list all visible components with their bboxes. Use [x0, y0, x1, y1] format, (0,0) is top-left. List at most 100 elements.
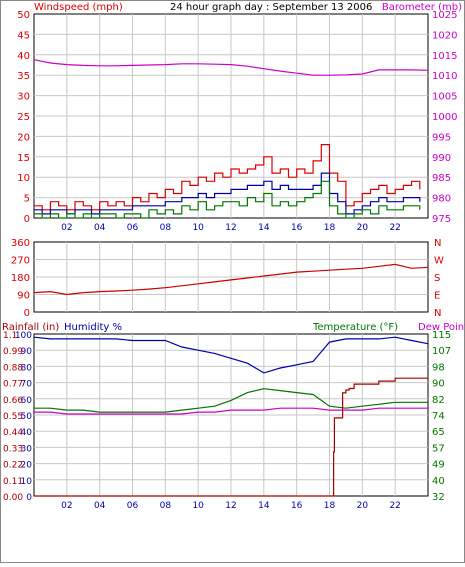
dewpoint-series [34, 407, 428, 415]
direction-tick-270: 270 [11, 256, 30, 267]
rainfall-tick-5: 0.55 [3, 412, 23, 422]
temperature-tick-98: 98 [432, 362, 445, 373]
windspeed-tick-50: 50 [17, 10, 30, 21]
rainfall-series [34, 377, 428, 497]
rain-panel-xtick-08: 08 [160, 501, 172, 511]
barometer-tick-985: 985 [432, 173, 451, 184]
windspeed-tick-0: 0 [24, 214, 30, 225]
windspeed-tick-15: 15 [17, 153, 30, 164]
windspeed-tick-10: 10 [17, 173, 30, 184]
windspeed-axis-title: Windspeed (mph) [34, 2, 123, 13]
rainfall-tick-3: 0.33 [3, 444, 23, 454]
humidity-tick-40: 40 [21, 428, 33, 438]
rainfall-axis-title: Rainfall (in) [2, 322, 59, 333]
wind-panel-xtick-14: 14 [258, 223, 270, 233]
barometer-tick-980: 980 [432, 194, 451, 205]
compass-tick-0: N [434, 308, 441, 319]
compass-tick-1: E [434, 291, 440, 302]
rain-panel-xtick-20: 20 [357, 501, 369, 511]
wind-panel-xtick-04: 04 [94, 223, 106, 233]
temperature-tick-40: 40 [432, 476, 445, 487]
compass-tick-2: S [434, 273, 440, 284]
rainfall-tick-6: 0.66 [3, 396, 23, 406]
temperature-axis-title: Temperature (°F) [312, 322, 398, 333]
rainfall-tick-8: 0.88 [3, 363, 23, 373]
barometer-series [33, 59, 429, 76]
temperature-tick-107: 107 [432, 346, 451, 357]
windspeed-tick-40: 40 [17, 51, 30, 62]
barometer-axis-title: Barometer (mb) [382, 2, 462, 13]
barometer-tick-1000: 1000 [432, 112, 457, 123]
temperature-tick-65: 65 [432, 427, 445, 438]
humidity-axis-title: Humidity % [64, 322, 122, 333]
humidity-tick-0: 0 [26, 493, 32, 503]
humidity-tick-10: 10 [21, 477, 33, 487]
rain-panel-xtick-14: 14 [258, 501, 270, 511]
rainfall-tick-9: 0.99 [3, 347, 23, 357]
humidity-series [33, 336, 429, 374]
wind-direction-series [33, 263, 429, 296]
wind-panel-xtick-08: 08 [160, 223, 172, 233]
barometer-tick-995: 995 [432, 132, 451, 143]
barometer-tick-990: 990 [432, 153, 451, 164]
barometer-tick-1020: 1020 [432, 30, 457, 41]
temperature-tick-49: 49 [432, 460, 445, 471]
wind-panel-xtick-02: 02 [61, 223, 72, 233]
temperature-tick-115: 115 [432, 330, 451, 341]
wind-panel-xtick-12: 12 [225, 223, 236, 233]
rainfall-tick-7: 0.77 [3, 380, 23, 390]
chart-title: 24 hour graph day : September 13 2006 [170, 2, 372, 13]
humidity-tick-80: 80 [21, 363, 33, 373]
direction-tick-90: 90 [17, 291, 30, 302]
rainfall-tick-10: 1.1 [3, 331, 17, 341]
humidity-tick-100: 100 [15, 331, 32, 341]
rain-panel-xtick-16: 16 [291, 501, 303, 511]
rain-panel-xtick-12: 12 [225, 501, 236, 511]
humidity-tick-60: 60 [21, 396, 33, 406]
temperature-tick-57: 57 [432, 443, 445, 454]
humidity-tick-20: 20 [21, 461, 33, 471]
rainfall-tick-2: 0.22 [3, 461, 23, 471]
barometer-tick-1015: 1015 [432, 51, 457, 62]
humidity-tick-30: 30 [21, 444, 33, 454]
wind-panel-xtick-22: 22 [389, 223, 400, 233]
humidity-tick-50: 50 [21, 412, 33, 422]
avgwind-series [34, 172, 421, 215]
barometer-tick-1010: 1010 [432, 71, 457, 82]
green-series [34, 180, 421, 219]
wind-panel-xtick-16: 16 [291, 223, 303, 233]
rain-panel-xtick-02: 02 [61, 501, 72, 511]
panels: 0510152025303540455097598098599099510001… [3, 10, 457, 511]
temperature-tick-32: 32 [432, 492, 445, 503]
rainfall-tick-0: 0.00 [3, 493, 23, 503]
windspeed-tick-35: 35 [17, 71, 30, 82]
humidity-tick-90: 90 [21, 347, 33, 357]
windspeed-tick-30: 30 [17, 92, 30, 103]
wind-panel-xtick-20: 20 [357, 223, 369, 233]
dewpoint-axis-title: Dew Point [418, 322, 465, 333]
humidity-tick-70: 70 [21, 380, 33, 390]
rain-panel-xtick-10: 10 [192, 501, 204, 511]
gust-series [34, 144, 421, 211]
windspeed-tick-20: 20 [17, 132, 30, 143]
barometer-tick-1025: 1025 [432, 10, 457, 21]
rain-panel-xtick-04: 04 [94, 501, 106, 511]
rainfall-tick-4: 0.44 [3, 428, 23, 438]
wind-panel-xtick-10: 10 [192, 223, 204, 233]
direction-tick-180: 180 [11, 273, 30, 284]
temperature-series [34, 388, 428, 413]
wind-panel-xtick-18: 18 [324, 223, 336, 233]
temperature-tick-82: 82 [432, 395, 445, 406]
windspeed-tick-45: 45 [17, 30, 30, 41]
compass-tick-3: W [434, 256, 444, 267]
rain-panel-xtick-22: 22 [389, 501, 400, 511]
barometer-tick-1005: 1005 [432, 92, 457, 103]
rainfall-tick-1: 0.11 [3, 477, 23, 487]
direction-tick-360: 360 [11, 238, 30, 249]
rain-panel-xtick-06: 06 [127, 501, 139, 511]
compass-tick-4: N [434, 238, 441, 249]
windspeed-tick-5: 5 [24, 194, 30, 205]
temperature-tick-74: 74 [432, 411, 445, 422]
